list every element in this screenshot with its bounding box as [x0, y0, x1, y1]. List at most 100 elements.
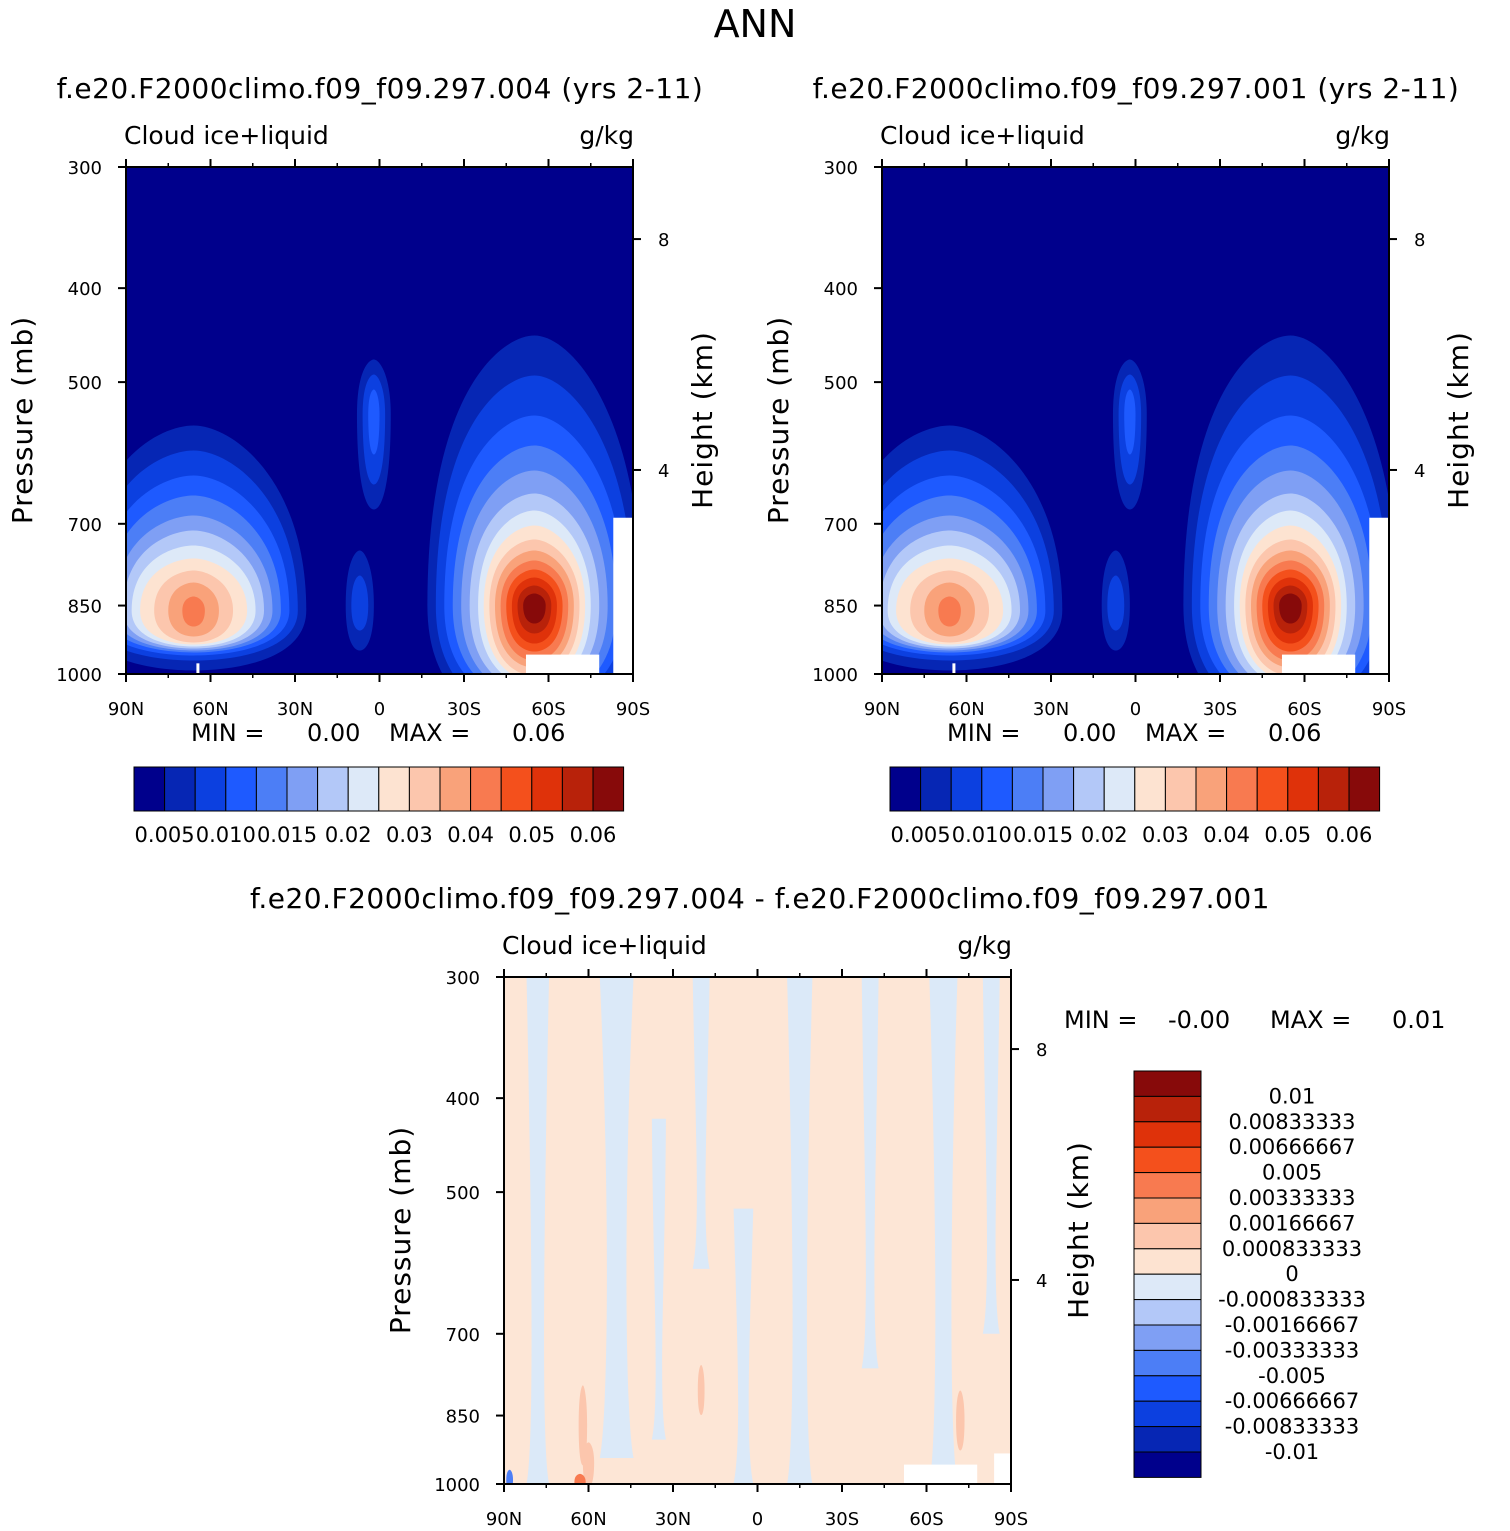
field-left	[126, 167, 633, 674]
colorbar-swatch	[1133, 1451, 1202, 1478]
contour-fill-negative	[982, 977, 1000, 1334]
colorbar-swatch	[1133, 1095, 1202, 1123]
units-left: g/kg	[579, 121, 634, 150]
colorbar-label: 0.00166667	[1229, 1211, 1356, 1235]
colorbar-swatch	[1042, 766, 1075, 812]
colorbar-swatch	[378, 766, 410, 812]
colorbar-label: 0.00833333	[1229, 1110, 1356, 1134]
y-tick-label: 500	[68, 373, 102, 394]
contour-fill-negative	[692, 977, 710, 1269]
min-value-left: 0.00	[307, 719, 360, 747]
ticks-diff: 90N 60N 30N 0 30S 60S 90S 300 400 500 700 850 1000 8 4	[434, 968, 1047, 1530]
colorbar-swatch	[286, 766, 319, 812]
contour-fill-negative	[733, 1208, 754, 1484]
x-tick-label: 30N	[1033, 699, 1069, 720]
colorbar-label: 0.05	[1264, 823, 1311, 847]
y-tick-label: 300	[824, 158, 858, 179]
contour-fill-eqlow-level-2	[1107, 575, 1125, 631]
y-tick-label: 850	[68, 597, 102, 618]
colorbar-swatch	[1103, 766, 1136, 812]
colorbar-label: 0.005	[135, 823, 195, 847]
x-tick-label: 60N	[192, 699, 228, 720]
colorbar-label: -0.00166667	[1225, 1313, 1360, 1337]
colorbar-swatch	[561, 766, 594, 812]
y-tick-label: 700	[824, 515, 858, 536]
ylabel-left: Pressure (mb)	[6, 316, 39, 524]
panel-right: Cloud ice+liquid g/kg 90N 60N 30N 0 30S 60S 90…	[762, 121, 1475, 847]
x-tick-label: 60N	[570, 1509, 606, 1530]
missing-data-mask	[613, 517, 633, 674]
y-right-tick-label: 8	[1036, 1040, 1047, 1061]
y-tick-label: 850	[446, 1407, 480, 1428]
colorbar-swatch	[1133, 1248, 1202, 1275]
units-right: g/kg	[1335, 121, 1390, 150]
missing-data-mask	[525, 654, 600, 674]
colorbar-swatch	[470, 766, 502, 812]
max-label-diff: MAX =	[1270, 1006, 1351, 1034]
contour-fill-positive-strong	[574, 1473, 586, 1484]
y-right-tick-label: 8	[1414, 230, 1425, 251]
x-tick-label: 90N	[864, 699, 900, 720]
y-tick-label: 700	[68, 515, 102, 536]
contour-fill-negative	[651, 1118, 666, 1440]
colorbar-label: 0.00666667	[1229, 1135, 1356, 1159]
colorbar-swatch	[347, 766, 380, 812]
colorbar-swatch	[439, 766, 472, 812]
y-tick-label: 850	[824, 597, 858, 618]
y-tick-label: 500	[446, 1183, 480, 1204]
colorbar-label: 0.010	[952, 823, 1012, 847]
y-tick-label: 400	[446, 1089, 480, 1110]
colorbar-swatch	[1073, 766, 1105, 812]
colorbar-swatch	[950, 766, 983, 812]
ylabel-right-panel: Pressure (mb)	[762, 316, 795, 524]
colorbar-swatch	[500, 766, 533, 812]
contour-fill-so-level-15	[523, 593, 546, 624]
x-tick-label: 90N	[486, 1509, 522, 1530]
case-title-right: f.e20.F2000climo.f09_f09.297.001 (yrs 2-…	[813, 72, 1460, 105]
colorbar-swatch	[1317, 766, 1350, 812]
x-tick-label: 0	[1130, 699, 1141, 720]
colorbar-label: 0.00333333	[1229, 1186, 1356, 1210]
colorbar-label: -0.00666667	[1225, 1389, 1360, 1413]
y-tick-label: 1000	[434, 1475, 480, 1496]
colorbar-label: -0.00833333	[1225, 1415, 1360, 1439]
colorbar-label: 0	[1285, 1262, 1298, 1286]
contour-fill-eqlow-level-2	[351, 575, 369, 631]
contour-fill-negative-strong	[506, 1469, 514, 1484]
colorbar-swatch	[1133, 1172, 1202, 1199]
y-tick-label: 1000	[56, 665, 102, 686]
x-tick-label: 90S	[1372, 699, 1406, 720]
missing-data-mask	[1281, 654, 1356, 674]
colorbar-swatch	[1133, 1222, 1202, 1250]
colorbar-swatch	[1133, 1070, 1202, 1097]
ylabel-right-left: Height (km)	[686, 331, 719, 509]
figure-title: ANN	[714, 2, 797, 46]
x-tick-label: 30N	[277, 699, 313, 720]
panel-diff: Cloud ice+liquid g/kg 90N 60N 30N 0 30S 60S 90…	[384, 931, 1445, 1530]
y-tick-label: 300	[446, 968, 480, 989]
y-tick-label: 400	[824, 279, 858, 300]
colorbar-label: 0.05	[508, 823, 555, 847]
colorbar-swatch	[164, 766, 196, 812]
colorbar-label: 0.01	[1269, 1084, 1316, 1108]
colorbar-swatch	[1133, 1324, 1202, 1351]
y-tick-label: 400	[68, 279, 102, 300]
y-tick-label: 1000	[812, 665, 858, 686]
colorbar-label: 0.06	[1326, 823, 1373, 847]
colorbar-swatch	[1226, 766, 1258, 812]
colorbar-label: 0.06	[570, 823, 617, 847]
colorbar-swatch	[133, 766, 166, 812]
contour-fill-positive	[956, 1390, 965, 1451]
x-tick-label: 60N	[948, 699, 984, 720]
var-title-diff: Cloud ice+liquid	[502, 931, 707, 960]
colorbar-swatch	[317, 766, 349, 812]
contour-fill-nh-level-11	[182, 596, 205, 627]
colorbar-label: -0.01	[1265, 1440, 1319, 1464]
y-right-tick-label: 8	[658, 230, 669, 251]
contour-fill-positive	[697, 1365, 705, 1416]
y-right-tick-label: 4	[1036, 1271, 1047, 1292]
colorbar-swatch	[1133, 1146, 1202, 1174]
colorbar-swatch	[1133, 1400, 1202, 1428]
x-tick-label: 30S	[447, 699, 481, 720]
min-value-diff: -0.00	[1168, 1006, 1230, 1034]
